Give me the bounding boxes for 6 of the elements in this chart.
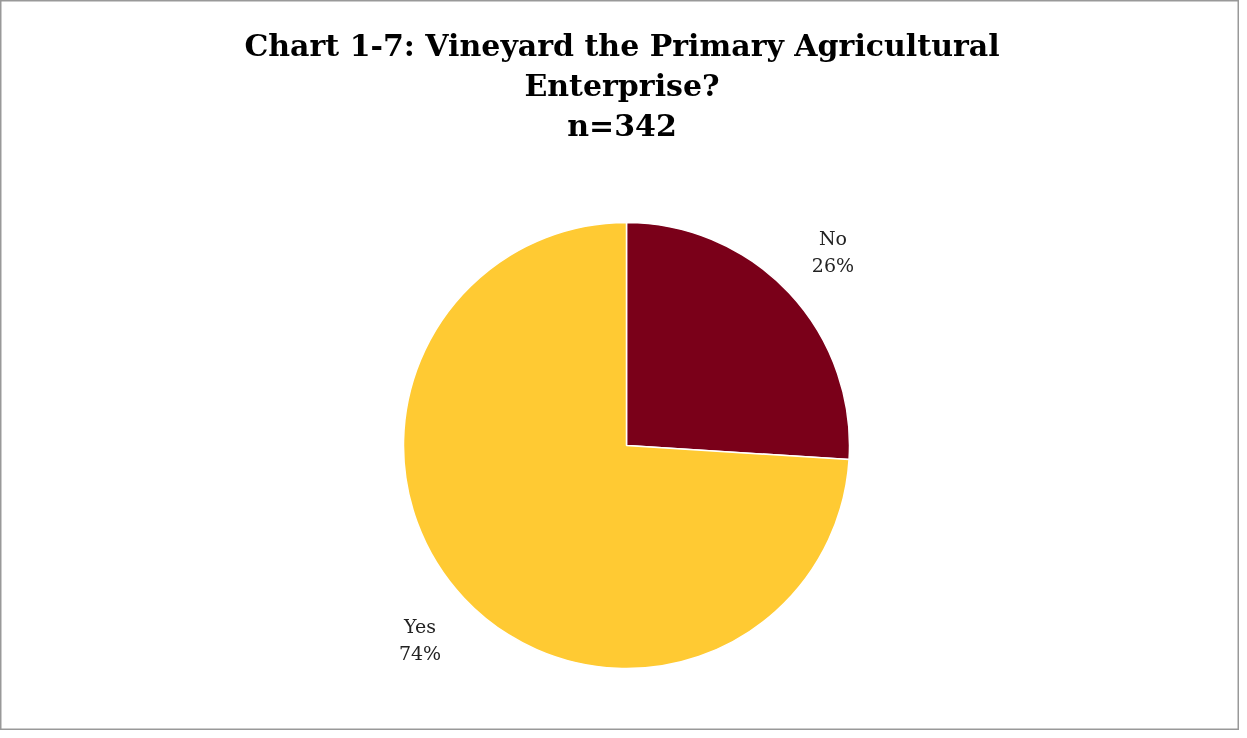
chart-title: Chart 1-7: Vineyard the Primary Agricultural Enterprise?: [244, 28, 1000, 103]
slice-label: Yes: [403, 615, 436, 638]
data-label: 26%: [811, 253, 855, 276]
chart-subtitle: n=342: [567, 108, 677, 143]
slice-label: No: [818, 227, 847, 250]
data-label: 74%: [398, 641, 442, 664]
